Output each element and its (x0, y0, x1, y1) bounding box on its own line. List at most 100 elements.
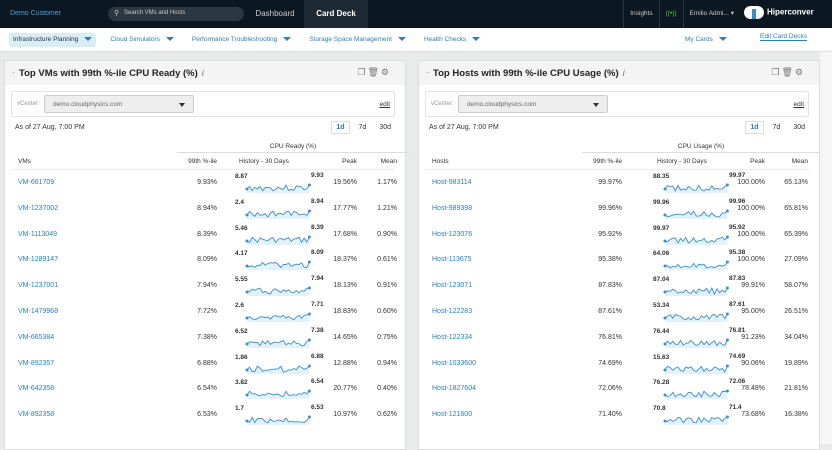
row-name-link[interactable]: Host-122334 (432, 333, 473, 341)
sparkline-end-label: 87.83 (729, 275, 746, 283)
nav-infrastructure-planning[interactable]: Infrastructure Planning (9, 33, 97, 47)
col-header-mean[interactable]: Mean (791, 158, 808, 165)
mean-value: 65.39% (784, 230, 808, 238)
vcenter-select[interactable]: demo.cloudphysics.com (44, 95, 194, 113)
p99-value: 8.09% (197, 256, 217, 264)
logo: Hiperconver (744, 6, 814, 19)
p99-value: 72.06% (598, 385, 622, 393)
sparkline-end-point (725, 286, 729, 290)
sparkline-end-label: 95.92 (729, 223, 746, 231)
nav-cloud-simulators[interactable]: Cloud Simulators (106, 33, 178, 47)
row-name-link[interactable]: Host-983114 (432, 179, 472, 186)
gear-icon[interactable]: ⚙ (794, 67, 805, 77)
card-title: Top VMs with 99th %-ile CPU Ready (%) (19, 68, 198, 79)
peak-value: 20.77% (333, 385, 357, 393)
row-name-link[interactable]: Host-123076 (432, 230, 473, 238)
edit-card-decks-link[interactable]: Edit Card Decks (760, 33, 807, 41)
sparkline-area (665, 417, 728, 426)
table-row: Host-1033600 74.69% 15.63 74.69 90.06% 1… (419, 352, 819, 378)
info-icon[interactable]: i (201, 68, 204, 79)
range-30d-button[interactable]: 30d (793, 124, 805, 131)
row-name-link[interactable]: Host-1033600 (432, 359, 476, 367)
sparkline-start-point (245, 393, 249, 397)
sparkline-end-point (307, 286, 311, 290)
sparkline (663, 235, 729, 245)
range-30d-button[interactable]: 30d (379, 124, 391, 131)
row-name-link[interactable]: VM-892357 (18, 359, 55, 367)
table-row: VM-1237001 7.94% 5.55 7.94 18.13% 0.91% (5, 274, 405, 300)
col-header-p99[interactable]: 99th %-ile (593, 158, 622, 165)
chevron-down-icon (179, 103, 185, 107)
vcenter-select[interactable]: demo.cloudphysics.com (458, 95, 608, 113)
search-placeholder: Search VMs and Hosts (124, 10, 186, 16)
sparkline-end-label: 6.88 (311, 352, 324, 360)
collapse-icon[interactable]: ⌃ (11, 72, 17, 78)
row-name-link[interactable]: VM-1237001 (18, 282, 59, 290)
sparkline-end-point (725, 235, 729, 239)
nav-health-checks[interactable]: Health Checks (420, 33, 484, 47)
mean-value: 26.51% (784, 308, 808, 315)
row-name-link[interactable]: Host-989398 (432, 204, 473, 212)
row-name-link[interactable]: VM-1479968 (18, 308, 59, 315)
row-name-link[interactable]: Host-121600 (432, 411, 473, 419)
peak-value: 99.91% (741, 282, 765, 290)
col-header-peak[interactable]: Peak (750, 158, 765, 165)
col-header-name[interactable]: Hosts (432, 158, 449, 165)
trash-icon[interactable]: 🗑 (367, 67, 381, 77)
p99-value: 76.81% (598, 333, 622, 341)
range-1d-button[interactable]: 1d (745, 121, 764, 134)
sub-nav: Infrastructure Planning Cloud Simulators… (0, 28, 832, 52)
sparkline-end-label: 6.53 (311, 404, 324, 412)
user-menu[interactable]: Emilio Admi... ▾ (682, 0, 740, 28)
mean-value: 0.90% (377, 230, 397, 238)
row-name-link[interactable]: Host-113675 (432, 256, 472, 264)
nav-storage-space-management[interactable]: Storage Space Management (305, 33, 410, 47)
sparkline-line (246, 236, 310, 244)
row-name-link[interactable]: Host-122283 (432, 308, 473, 315)
range-7d-button[interactable]: 7d (358, 124, 367, 131)
sparkline-area (665, 391, 728, 400)
gear-icon[interactable]: ⚙ (380, 67, 391, 77)
info-icon[interactable]: i (622, 68, 625, 79)
row-name-link[interactable]: Host-1827604 (432, 385, 476, 393)
range-7d-button[interactable]: 7d (772, 124, 781, 131)
nav-performance-troubleshooting[interactable]: Performance Troubleshooting (188, 33, 295, 47)
row-name-link[interactable]: VM-1113049 (18, 230, 58, 238)
col-header-mean[interactable]: Mean (380, 158, 397, 165)
row-name-link[interactable]: VM-892358 (18, 411, 55, 419)
col-header-peak[interactable]: Peak (342, 158, 357, 165)
customer-name[interactable]: Demo Customer (10, 10, 61, 17)
sparkline-start-point (663, 239, 667, 243)
search-icon: ⚲ (114, 10, 120, 17)
row-name-link[interactable]: VM-1237002 (18, 204, 59, 212)
sparkline-start-point (663, 419, 667, 423)
row-name-link[interactable]: VM-1289147 (18, 256, 59, 264)
sparkline-start-point (245, 368, 249, 372)
sparkline (245, 415, 311, 426)
search-input[interactable]: ⚲ Search VMs and Hosts (108, 7, 244, 21)
edit-link[interactable]: edit (379, 101, 390, 108)
sparkline-area (247, 314, 310, 322)
row-name-link[interactable]: VM-665384 (18, 333, 55, 341)
range-1d-button[interactable]: 1d (331, 121, 350, 134)
row-name-link[interactable]: VM-661709 (18, 179, 55, 186)
copy-icon[interactable]: ❐ (357, 67, 368, 77)
signal-icon[interactable]: ((•)) (658, 0, 683, 28)
tab-card-deck[interactable]: Card Deck (304, 0, 368, 28)
row-name-link[interactable]: VM-642358 (18, 385, 55, 393)
edit-link[interactable]: edit (793, 101, 804, 108)
p99-value: 87.83% (598, 282, 622, 290)
sparkline-line (246, 339, 310, 347)
row-name-link[interactable]: Host-123071 (432, 282, 473, 290)
divider (11, 169, 395, 170)
copy-icon[interactable]: ❐ (771, 67, 782, 77)
nav-my-cards[interactable]: My Cards (681, 33, 731, 47)
sparkline-line (664, 313, 728, 321)
col-header-p99[interactable]: 99th %-ile (188, 158, 217, 165)
insights-link[interactable]: Insights (623, 0, 658, 28)
col-header-name[interactable]: VMs (18, 158, 31, 165)
tab-dashboard[interactable]: Dashboard (255, 9, 295, 18)
trash-icon[interactable]: 🗑 (781, 67, 795, 77)
mean-value: 0.60% (377, 308, 397, 315)
collapse-icon[interactable]: ⌃ (425, 72, 431, 78)
